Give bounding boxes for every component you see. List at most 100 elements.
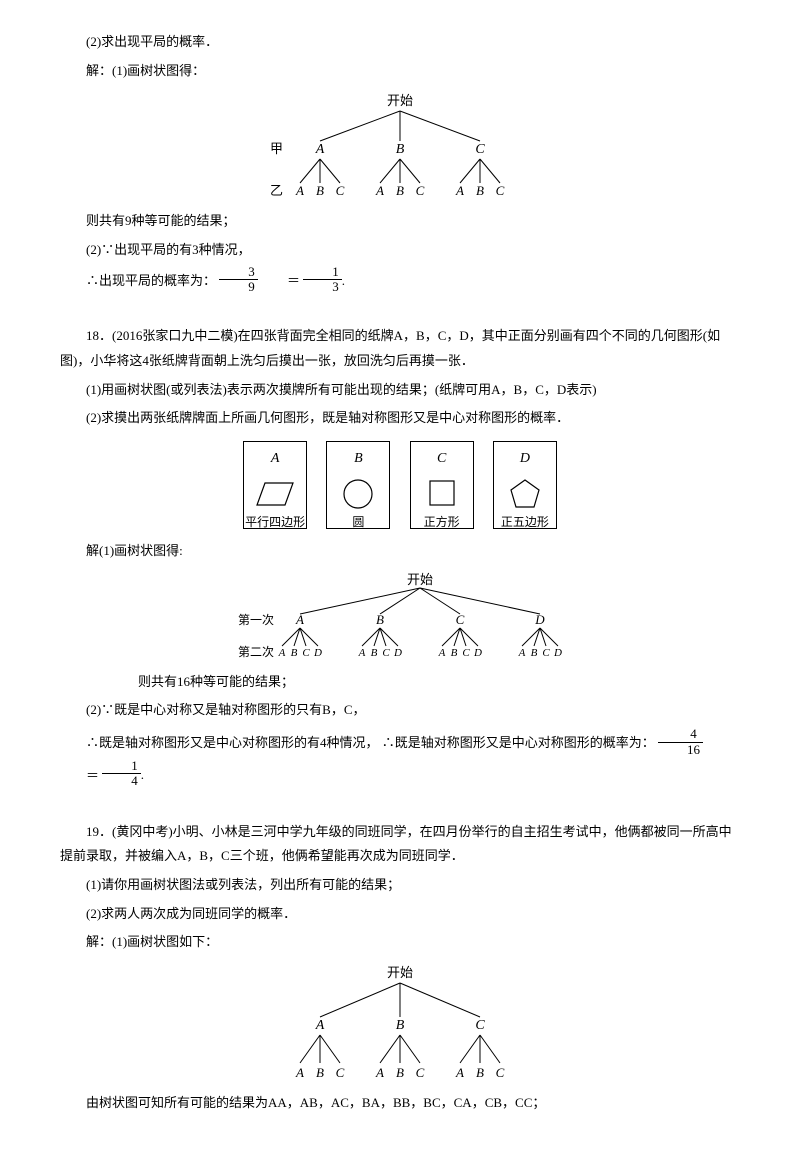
svg-text:B: B bbox=[291, 647, 298, 659]
svg-text:开始: 开始 bbox=[407, 572, 433, 587]
p17-frac2: 13 bbox=[303, 265, 342, 295]
p19-tree-svg: 开始 A B C ABC ABC ABC bbox=[250, 963, 550, 1083]
p17-line2: (2)∵出现平局的有3种情况， bbox=[60, 238, 740, 263]
svg-text:A: A bbox=[278, 647, 286, 659]
p18-line1: 则共有16种等可能的结果； bbox=[60, 670, 740, 695]
card-A-letter: A bbox=[244, 446, 306, 473]
equals-sign: ＝ bbox=[261, 269, 300, 294]
svg-text:D: D bbox=[553, 647, 562, 659]
p18-line3: ∴既是轴对称图形又是中心对称图形的有4种情况， ∴既是轴对称图形又是中心对称图形… bbox=[60, 727, 740, 791]
p17-line1: 则共有9种等可能的结果； bbox=[60, 209, 740, 234]
svg-text:C: C bbox=[462, 647, 470, 659]
p18-tree-svg: 开始 第一次 A B C D 第二次 ABCD ABCD ABCD ABCD bbox=[190, 572, 610, 662]
p19-q1: (1)请你用画树状图法或列表法，列出所有可能的结果； bbox=[60, 873, 740, 898]
svg-text:C: C bbox=[416, 1065, 425, 1080]
problem-17-section: (2)求出现平局的概率． 解：(1)画树状图得： 开始 甲 A B C bbox=[60, 30, 740, 296]
svg-text:A: A bbox=[438, 647, 446, 659]
p19-head: 19．(黄冈中考)小明、小林是三河中学九年级的同班同学，在四月份举行的自主招生考… bbox=[60, 820, 740, 869]
problem-19-section: 19．(黄冈中考)小明、小林是三河中学九年级的同班同学，在四月份举行的自主招生考… bbox=[60, 820, 740, 1116]
card-A-label: 平行四边形 bbox=[244, 515, 306, 529]
p18-frac2: 14 bbox=[102, 759, 141, 789]
svg-text:B: B bbox=[396, 142, 405, 157]
period: . bbox=[342, 273, 345, 288]
svg-text:C: C bbox=[382, 647, 390, 659]
svg-text:A: A bbox=[295, 612, 304, 627]
svg-text:A: A bbox=[295, 1065, 304, 1080]
card-D-letter: D bbox=[494, 446, 556, 473]
card-D-label: 正五边形 bbox=[494, 515, 556, 529]
square-icon bbox=[411, 475, 473, 513]
p17-q2: (2)求出现平局的概率． bbox=[60, 30, 740, 55]
card-C-label: 正方形 bbox=[411, 515, 473, 529]
svg-text:C: C bbox=[542, 647, 550, 659]
p19-sol-intro: 解：(1)画树状图如下： bbox=[60, 930, 740, 955]
svg-text:C: C bbox=[336, 183, 345, 198]
svg-text:A: A bbox=[295, 183, 304, 198]
tree-start: 开始 bbox=[387, 93, 413, 108]
period-2: . bbox=[141, 767, 144, 782]
svg-text:D: D bbox=[473, 647, 482, 659]
card-C-letter: C bbox=[411, 446, 473, 473]
svg-text:A: A bbox=[315, 142, 325, 157]
svg-text:A: A bbox=[518, 647, 526, 659]
p19-q2: (2)求两人两次成为同班同学的概率． bbox=[60, 902, 740, 927]
svg-text:C: C bbox=[475, 1018, 485, 1033]
p17-sol-intro: 解：(1)画树状图得： bbox=[60, 59, 740, 84]
card-B-letter: B bbox=[327, 446, 389, 473]
svg-text:D: D bbox=[393, 647, 402, 659]
card-C: C 正方形 bbox=[410, 441, 474, 529]
p18-tree: 开始 第一次 A B C D 第二次 ABCD ABCD ABCD ABCD bbox=[60, 572, 740, 662]
svg-text:A: A bbox=[375, 183, 384, 198]
p17-tree-svg: 开始 甲 A B C 乙 A B C A bbox=[250, 91, 550, 201]
svg-text:A: A bbox=[455, 183, 464, 198]
svg-text:C: C bbox=[302, 647, 310, 659]
tree-left-label: 甲 bbox=[270, 141, 283, 156]
card-D: D 正五边形 bbox=[493, 441, 557, 529]
p17-frac1: 39 bbox=[219, 265, 258, 295]
tree-bottom-label: 乙 bbox=[270, 183, 283, 198]
svg-text:A: A bbox=[358, 647, 366, 659]
svg-text:D: D bbox=[313, 647, 322, 659]
p18-q1: (1)用画树状图(或列表法)表示两次摸牌所有可能出现的结果；(纸牌可用A，B，C… bbox=[60, 378, 740, 403]
card-A: A 平行四边形 bbox=[243, 441, 307, 529]
p18-q2: (2)求摸出两张纸牌牌面上所画几何图形，既是轴对称图形又是中心对称图形的概率． bbox=[60, 406, 740, 431]
svg-text:开始: 开始 bbox=[387, 965, 413, 980]
equals-sign-2: ＝ bbox=[60, 760, 99, 791]
svg-text:A: A bbox=[375, 1065, 384, 1080]
p17-line3: ∴出现平局的概率为： 39 ＝ 13. bbox=[60, 267, 740, 297]
svg-text:B: B bbox=[396, 1018, 405, 1033]
svg-text:B: B bbox=[531, 647, 538, 659]
svg-text:B: B bbox=[376, 612, 384, 627]
p18-line3-text: ∴既是轴对称图形又是中心对称图形的有4种情况， ∴既是轴对称图形又是中心对称图形… bbox=[86, 735, 655, 750]
svg-text:C: C bbox=[475, 142, 485, 157]
svg-text:C: C bbox=[456, 612, 465, 627]
card-B: B 圆 bbox=[326, 441, 390, 529]
p17-tree: 开始 甲 A B C 乙 A B C A bbox=[60, 91, 740, 201]
svg-text:B: B bbox=[476, 1065, 484, 1080]
circle-icon bbox=[327, 475, 389, 513]
svg-text:B: B bbox=[371, 647, 378, 659]
svg-text:C: C bbox=[496, 1065, 505, 1080]
svg-text:A: A bbox=[315, 1018, 325, 1033]
p18-line2: (2)∵既是中心对称又是轴对称图形的只有B，C， bbox=[60, 698, 740, 723]
p18-head: 18．(2016张家口九中二模)在四张背面完全相同的纸牌A，B，C，D，其中正面… bbox=[60, 324, 740, 373]
p18-frac1: 416 bbox=[658, 727, 703, 757]
p19-tree: 开始 A B C ABC ABC ABC bbox=[60, 963, 740, 1083]
svg-text:B: B bbox=[316, 183, 324, 198]
row1-label: 第一次 bbox=[238, 613, 274, 627]
p18-sol-intro: 解(1)画树状图得: bbox=[60, 539, 740, 564]
svg-text:B: B bbox=[396, 183, 404, 198]
parallelogram-icon bbox=[244, 475, 306, 513]
svg-text:B: B bbox=[451, 647, 458, 659]
problem-18-section: 18．(2016张家口九中二模)在四张背面完全相同的纸牌A，B，C，D，其中正面… bbox=[60, 324, 740, 791]
p18-cards: A 平行四边形 B 圆 C 正方形 D 正五边形 bbox=[60, 441, 740, 529]
svg-text:B: B bbox=[396, 1065, 404, 1080]
pentagon-icon bbox=[494, 475, 556, 513]
p19-line1: 由树状图可知所有可能的结果为AA，AB，AC，BA，BB，BC，CA，CB，CC… bbox=[60, 1091, 740, 1116]
svg-text:D: D bbox=[534, 612, 545, 627]
svg-text:B: B bbox=[316, 1065, 324, 1080]
card-B-label: 圆 bbox=[327, 515, 389, 529]
svg-text:C: C bbox=[336, 1065, 345, 1080]
svg-text:A: A bbox=[455, 1065, 464, 1080]
svg-text:C: C bbox=[496, 183, 505, 198]
